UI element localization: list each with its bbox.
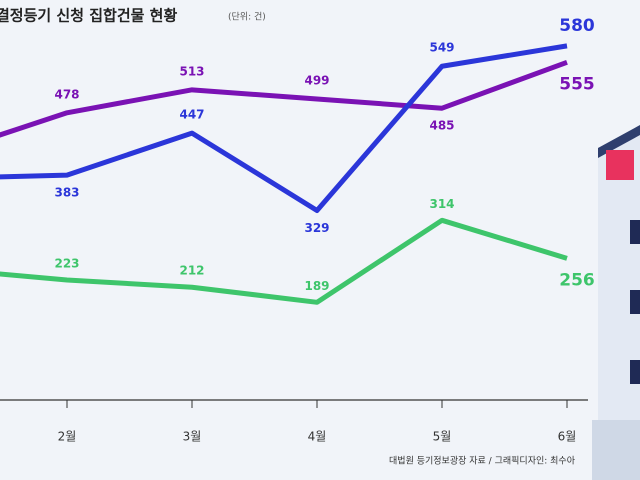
data-label: 549 [429,41,454,55]
building-wall [598,125,640,480]
building-base [592,420,640,480]
chart-title: 결정등기 신청 집합건물 현황 [0,7,177,25]
x-tick-label: 5월 [433,430,452,444]
data-label: 383 [54,186,79,200]
data-label: 499 [304,74,329,88]
data-label: 223 [54,257,79,271]
x-tick-label: 2월 [58,430,77,444]
data-label: 580 [559,16,595,36]
data-label: 314 [429,197,454,211]
series-line [0,217,568,305]
data-label: 555 [559,74,595,94]
window [630,360,640,384]
building [592,125,640,480]
window [630,290,640,314]
x-tick-label: 6월 [558,430,577,444]
building-roof [598,125,640,158]
data-label: 212 [179,264,204,278]
series-line [0,59,568,138]
x-tick-label: 3월 [183,430,202,444]
data-label: 447 [179,108,204,122]
data-label: 189 [304,279,329,293]
source: 대법원 등기정보광장 자료 / 그래픽디자인: 최수아 [389,455,576,467]
x-tick-label: 4월 [308,430,327,444]
chart-subtitle: (단위: 건) [228,12,266,23]
data-label: 256 [559,270,595,290]
data-label: 485 [429,119,454,133]
series-line [0,43,568,213]
data-label: 513 [179,64,204,78]
data-label: 478 [54,87,79,101]
data-label: 329 [304,221,329,235]
sign [606,150,634,180]
window [630,220,640,244]
